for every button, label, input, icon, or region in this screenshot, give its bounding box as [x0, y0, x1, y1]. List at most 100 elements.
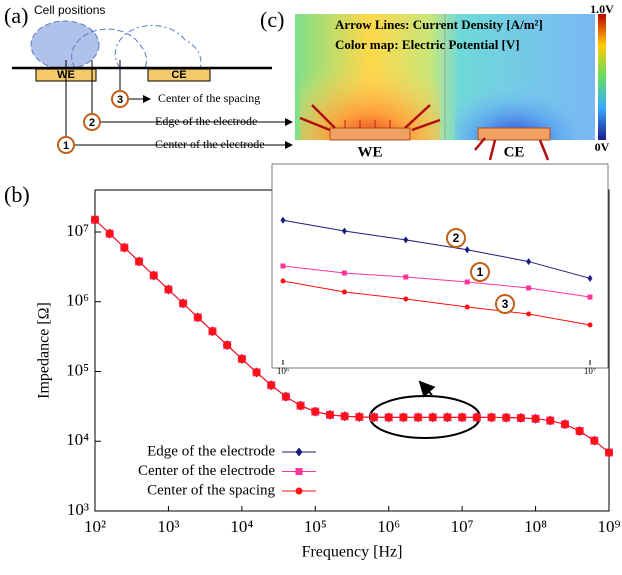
marker — [458, 413, 467, 422]
panel-label: (a) — [4, 3, 28, 28]
marker — [325, 410, 334, 419]
marker — [560, 420, 569, 429]
marker — [464, 304, 470, 310]
annotation: 2 — [453, 231, 460, 245]
scale-label: 1.0V — [590, 2, 614, 16]
legend-label: Center of the electrode — [138, 463, 275, 479]
marker — [516, 413, 525, 422]
marker — [311, 407, 320, 416]
marker — [587, 294, 593, 300]
caption: Cell positions — [34, 3, 105, 17]
x-axis-label: Frequency [Hz] — [302, 544, 403, 561]
marker — [464, 246, 470, 254]
marker — [149, 271, 158, 280]
marker — [280, 278, 286, 284]
x-tick-label: 10⁶ — [377, 517, 400, 536]
x-tick-label: 10³ — [157, 517, 179, 536]
y-tick-label: 10⁴ — [66, 430, 89, 449]
marker — [120, 243, 129, 252]
x-tick-label: 10⁵ — [304, 517, 327, 536]
y-tick-label: 10⁷ — [66, 221, 89, 240]
annotation: 1 — [477, 265, 484, 279]
series-line — [282, 265, 591, 298]
marker — [464, 279, 470, 285]
marker — [341, 227, 347, 235]
marker — [546, 416, 555, 425]
marker — [487, 413, 496, 422]
marker — [355, 412, 364, 421]
annotation-circle — [470, 262, 490, 282]
x-tick-label: 10⁴ — [230, 517, 253, 536]
series-line — [282, 280, 591, 326]
y-axis-label: Impedance [Ω] — [36, 302, 53, 399]
callout-text: Center of the spacing — [158, 91, 260, 105]
marker — [526, 311, 532, 317]
panel-a: (a) Cell positions WE CE — [4, 3, 293, 149]
y-tick-label: 10⁵ — [66, 360, 89, 379]
callout-text: Edge of the electrode — [155, 114, 257, 128]
marker — [403, 236, 409, 244]
marker — [280, 263, 286, 269]
legend-text: Arrow Lines: Current Density [A/m²] — [335, 17, 543, 32]
series-line — [282, 219, 591, 279]
legend-marker — [295, 487, 303, 495]
legend-label: Edge of the electrode — [147, 443, 275, 459]
marker — [280, 216, 286, 224]
legend-label: Center of the spacing — [147, 482, 275, 498]
legend-marker — [295, 447, 303, 457]
marker — [384, 413, 393, 422]
marker — [370, 413, 379, 422]
current-arrows — [299, 104, 550, 161]
electrode — [147, 68, 211, 82]
electrode-label: WE — [357, 144, 382, 160]
callout-number: 1 — [63, 140, 69, 152]
panel-c: (c) Arrow Lines: Current Density [A/m²] … — [260, 2, 614, 161]
marker — [605, 448, 613, 457]
marker — [428, 413, 437, 422]
colorbar — [598, 14, 606, 140]
electrode — [477, 127, 551, 141]
y-tick-label: 10³ — [67, 500, 89, 519]
panel-label: (c) — [260, 7, 284, 32]
scale-label: 0V — [595, 140, 610, 154]
marker — [531, 414, 540, 423]
marker — [105, 229, 114, 238]
cell-shape — [114, 24, 202, 69]
marker — [590, 436, 599, 445]
marker — [443, 413, 452, 422]
y-tick-label: 10⁶ — [66, 291, 89, 310]
marker — [237, 354, 246, 363]
marker — [341, 270, 347, 276]
marker — [341, 289, 347, 295]
plots: 3 Center of the spacing 2 Edge of the elect… — [4, 90, 621, 561]
electrode-label: CE — [504, 144, 525, 160]
marker — [252, 368, 261, 377]
marker — [526, 285, 532, 291]
marker — [472, 413, 481, 422]
annotation: 3 — [502, 297, 509, 311]
panel-label: (b) — [4, 182, 30, 207]
x-tick-label: 10⁶ — [277, 366, 289, 376]
marker — [414, 413, 423, 422]
x-tick-label: 10⁹ — [598, 517, 621, 536]
marker — [575, 427, 584, 436]
marker — [587, 322, 593, 328]
callout-number: 2 — [89, 117, 95, 129]
callout-text: Center of the electrode — [155, 137, 265, 151]
x-tick-label: 10² — [84, 517, 106, 536]
cell-shape — [71, 28, 148, 69]
electrode-label: WE — [57, 69, 75, 81]
marker — [267, 381, 276, 390]
legend-marker — [295, 468, 303, 475]
marker — [223, 341, 232, 350]
marker — [193, 313, 202, 322]
annotation-circle — [446, 228, 466, 248]
zoom-arrow — [418, 380, 436, 398]
x-tick-label: 10⁸ — [524, 517, 547, 536]
marker — [526, 258, 532, 266]
marker — [91, 215, 99, 224]
callout-circle — [57, 136, 75, 154]
x-tick-label: 10⁷ — [584, 366, 596, 376]
callout-number: 3 — [117, 94, 123, 106]
